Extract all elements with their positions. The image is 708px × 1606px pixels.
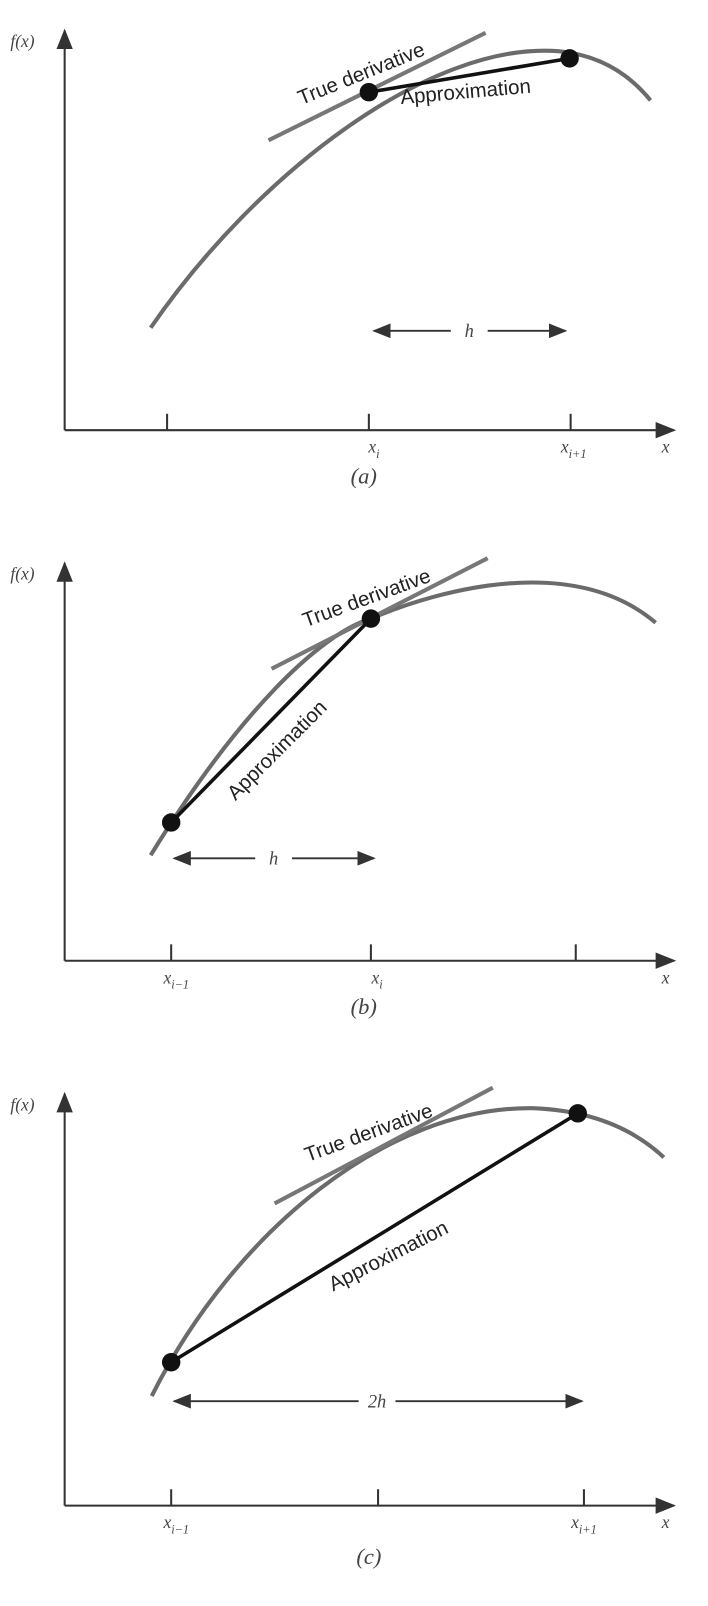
tick-label: xi−1 — [163, 1512, 190, 1536]
x-axis-label: x — [661, 967, 670, 987]
function-curve — [148, 580, 657, 857]
tick-label-base: x — [560, 437, 569, 457]
approximation-label: Approximation — [399, 75, 531, 109]
tangent-line — [270, 556, 489, 671]
step-label: h — [465, 321, 474, 341]
tick-label: xi+1 — [570, 1512, 597, 1536]
tick-label-subscript: i−1 — [171, 1522, 189, 1536]
point — [359, 82, 379, 102]
caption: (c) — [356, 1544, 381, 1569]
point — [161, 813, 181, 832]
tick-label-subscript: i+1 — [569, 447, 587, 461]
tick-label-subscript: i+1 — [579, 1522, 597, 1536]
caption: (a) — [351, 463, 377, 488]
step-label: 2h — [368, 1391, 386, 1411]
x-axis-label: x — [661, 1512, 670, 1532]
y-axis-label: f(x) — [10, 31, 34, 51]
tick-label-subscript: i — [376, 447, 380, 461]
approximation-line — [368, 56, 570, 94]
tick-label-subscript: i — [379, 977, 383, 991]
tick-label-base: x — [570, 1512, 579, 1532]
tick-label-base: x — [370, 967, 379, 987]
tick-label: xi−1 — [163, 967, 190, 991]
tick-label-subscript: i−1 — [171, 977, 189, 991]
tick-label-base: x — [163, 967, 172, 987]
point — [161, 1353, 181, 1372]
tick-label: xi — [367, 437, 380, 461]
y-axis-label: f(x) — [10, 1094, 34, 1114]
approximation-line — [169, 617, 373, 824]
function-curve — [149, 48, 653, 329]
point — [560, 49, 579, 68]
tick-label-base: x — [163, 1512, 172, 1532]
tangent-line — [273, 1085, 494, 1206]
tick-label-base: x — [367, 437, 376, 457]
step-label: h — [269, 848, 278, 868]
point — [568, 1104, 588, 1123]
x-axis-label: x — [661, 437, 670, 457]
tangent-line — [267, 30, 487, 143]
function-curve — [149, 1106, 666, 1397]
approximation-line — [170, 1111, 579, 1364]
tick-label: xi+1 — [560, 437, 587, 461]
caption: (b) — [351, 994, 377, 1019]
point — [361, 609, 381, 628]
tick-label: xi — [370, 967, 383, 991]
y-axis-label: f(x) — [10, 564, 34, 584]
